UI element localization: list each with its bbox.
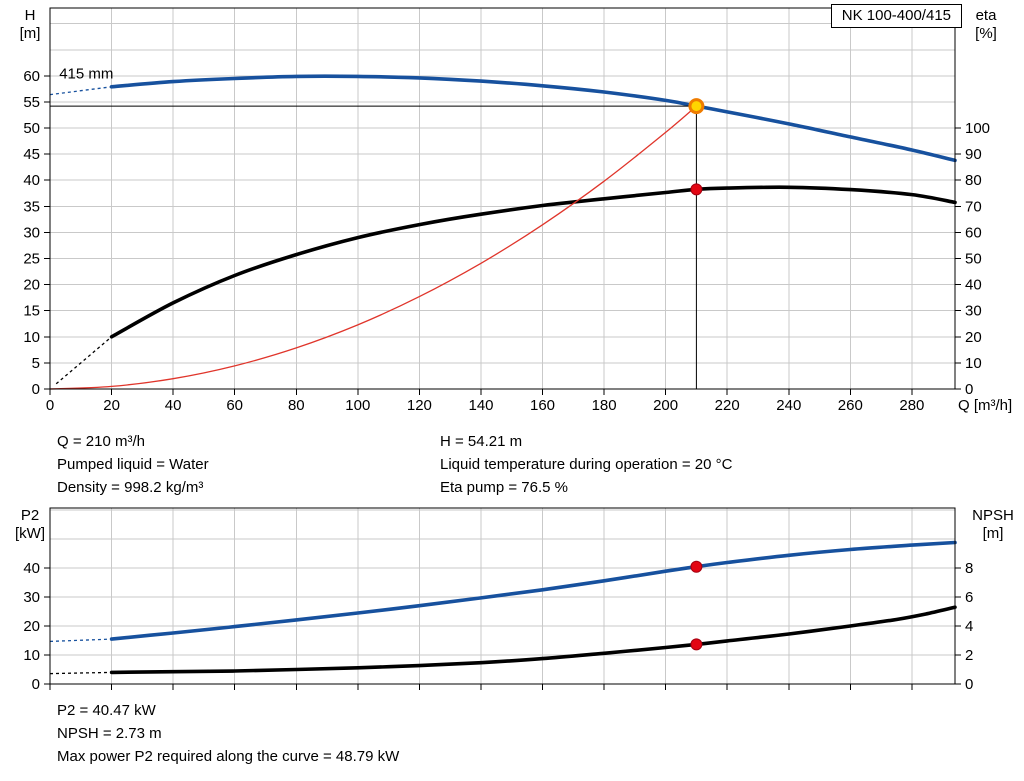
svg-text:10: 10 (23, 329, 40, 346)
svg-text:2: 2 (965, 647, 973, 664)
svg-text:90: 90 (965, 146, 982, 163)
svg-text:8: 8 (965, 560, 973, 577)
gridlines (50, 508, 955, 684)
svg-text:35: 35 (23, 198, 40, 215)
svg-text:Q [m³/h]: Q [m³/h] (958, 397, 1012, 414)
svg-text:40: 40 (165, 397, 182, 414)
duty-info-right: H = 54.21 m Liquid temperature during op… (440, 430, 732, 499)
svg-text:0: 0 (965, 381, 973, 398)
svg-text:[m]: [m] (983, 525, 1004, 542)
svg-text:15: 15 (23, 303, 40, 320)
svg-text:55: 55 (23, 94, 40, 111)
efficiency-curve (109, 185, 957, 339)
p2-point-marker (690, 560, 703, 573)
svg-text:80: 80 (965, 172, 982, 189)
qh-eta-chart: 0 5 10 15 20 25 30 35 40 45 50 55 60 0 10 20 30 40 50 60 70 8… (20, 7, 1013, 414)
efficiency-curve-lead (55, 336, 113, 385)
info-density: Density = 998.2 kg/m³ (57, 479, 204, 496)
svg-text:140: 140 (468, 397, 493, 414)
svg-text:NPSH: NPSH (972, 507, 1014, 524)
svg-text:30: 30 (23, 589, 40, 606)
axis-ticks-and-labels: 0 5 10 15 20 25 30 35 40 45 50 55 60 0 10 20 30 40 50 60 70 8… (23, 68, 990, 414)
svg-text:6: 6 (965, 589, 973, 606)
npsh-point-marker (690, 638, 703, 651)
svg-text:80: 80 (288, 397, 305, 414)
svg-text:[kW]: [kW] (15, 525, 45, 542)
svg-text:25: 25 (23, 251, 40, 268)
gridlines (50, 8, 955, 389)
npsh-curve-lead (49, 671, 112, 675)
duty-point-marker[interactable] (688, 98, 705, 115)
svg-text:60: 60 (226, 397, 243, 414)
svg-text:280: 280 (899, 397, 924, 414)
info-head: H = 54.21 m (440, 433, 523, 450)
info-eta: Eta pump = 76.5 % (440, 479, 568, 496)
svg-text:0: 0 (32, 381, 40, 398)
svg-text:60: 60 (23, 68, 40, 85)
svg-text:10: 10 (23, 647, 40, 664)
svg-text:30: 30 (965, 303, 982, 320)
npsh-curve (109, 605, 957, 675)
svg-text:200: 200 (653, 397, 678, 414)
svg-text:H: H (25, 7, 36, 24)
axis-titles: P2[kW] NPSH[m] (15, 507, 1014, 542)
head-curve-lead (49, 86, 112, 96)
svg-text:50: 50 (965, 251, 982, 268)
svg-text:20: 20 (23, 618, 40, 635)
svg-text:eta: eta (976, 7, 998, 24)
info-p2: P2 = 40.47 kW (57, 702, 156, 719)
plot-frame (49, 7, 956, 390)
svg-text:0: 0 (46, 397, 54, 414)
svg-text:40: 40 (23, 172, 40, 189)
axis-ticks-and-labels: 0 10 20 30 40 0 2 4 6 8 (23, 560, 973, 693)
svg-text:40: 40 (965, 277, 982, 294)
svg-text:30: 30 (23, 224, 40, 241)
svg-text:[%]: [%] (975, 25, 997, 42)
svg-text:60: 60 (965, 224, 982, 241)
svg-text:220: 220 (715, 397, 740, 414)
svg-text:70: 70 (965, 198, 982, 215)
svg-text:45: 45 (23, 146, 40, 163)
svg-text:120: 120 (407, 397, 432, 414)
svg-text:P2: P2 (21, 507, 39, 524)
pump-model-badge: NK 100-400/415 (830, 4, 962, 28)
svg-text:5: 5 (32, 355, 40, 372)
power-info: P2 = 40.47 kW NPSH = 2.73 m Max power P2… (57, 699, 399, 768)
p2-npsh-chart: 0 10 20 30 40 0 2 4 6 8 P2[kW] NPSH[m] (15, 507, 1014, 693)
info-npsh: NPSH = 2.73 m (57, 725, 162, 742)
info-temperature: Liquid temperature during operation = 20… (440, 456, 733, 473)
svg-text:260: 260 (838, 397, 863, 414)
svg-text:100: 100 (345, 397, 370, 414)
impeller-diameter-label: 415 mm (59, 66, 113, 83)
svg-text:0: 0 (965, 676, 973, 693)
svg-text:180: 180 (592, 397, 617, 414)
info-flow: Q = 210 m³/h (57, 433, 145, 450)
svg-text:10: 10 (965, 355, 982, 372)
svg-text:20: 20 (23, 277, 40, 294)
p2-curve-lead (49, 638, 112, 643)
info-max-p2: Max power P2 required along the curve = … (57, 748, 400, 765)
plot-frame (49, 507, 956, 685)
system-curve (49, 105, 698, 390)
info-liquid: Pumped liquid = Water (57, 456, 209, 473)
svg-text:[m]: [m] (20, 25, 41, 42)
svg-text:40: 40 (23, 560, 40, 577)
svg-text:240: 240 (776, 397, 801, 414)
svg-text:4: 4 (965, 618, 973, 635)
svg-text:160: 160 (530, 397, 555, 414)
axis-titles: H[m] eta[%] Q [m³/h] (20, 7, 1013, 414)
svg-text:20: 20 (965, 329, 982, 346)
svg-text:100: 100 (965, 120, 990, 137)
svg-text:0: 0 (32, 676, 40, 693)
svg-text:20: 20 (103, 397, 120, 414)
p2-curve (109, 540, 957, 641)
svg-text:50: 50 (23, 120, 40, 137)
head-curve (109, 74, 957, 163)
duty-info-left: Q = 210 m³/h Pumped liquid = Water Densi… (57, 430, 209, 499)
efficiency-point-marker (690, 183, 703, 196)
